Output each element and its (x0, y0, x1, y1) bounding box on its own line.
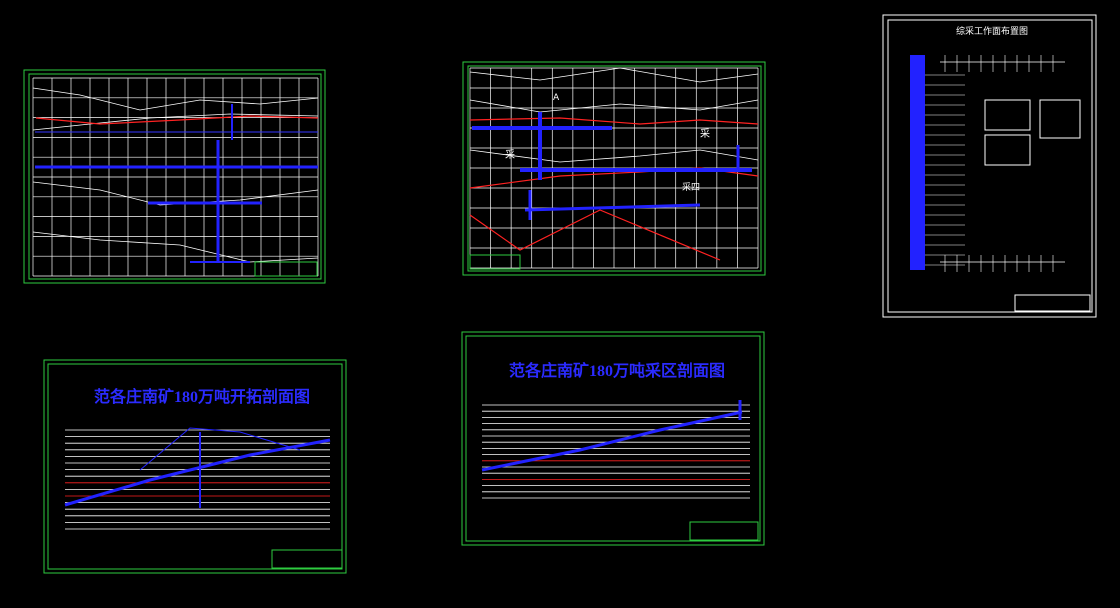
cad-line (524, 203, 701, 212)
sheet-frame (887, 19, 1093, 313)
cad-polyline (469, 99, 759, 113)
map-label: A (553, 93, 560, 103)
title-block (271, 549, 343, 569)
title-block (254, 261, 318, 277)
sheet-frame (467, 65, 762, 272)
sheet-title: 综采工作面布置图 (956, 25, 1028, 37)
cad-polyline (469, 67, 759, 83)
cad-polyline (32, 113, 319, 131)
cad-polyline (139, 427, 301, 471)
sheet-frame (43, 359, 347, 574)
plan-body (910, 55, 925, 270)
cad-polyline (35, 115, 319, 125)
table-block (984, 99, 1031, 131)
sheet-frame (461, 331, 765, 546)
sheet-frame (23, 69, 326, 284)
drawing-geometry (32, 55, 1091, 569)
sheet-frame (465, 335, 761, 542)
sheet-frame (47, 363, 343, 570)
map-label: 采 (700, 128, 710, 140)
map-label: 采四 (682, 182, 700, 193)
chart-block (1039, 99, 1081, 139)
sheet-title: 范各庄南矿180万吨采区剖面图 (509, 361, 725, 380)
map-label: 采 (505, 149, 515, 161)
sheet-frame (882, 14, 1097, 318)
title-block (1014, 294, 1091, 312)
cad-polyline (481, 410, 743, 472)
cad-polyline (32, 87, 319, 111)
sheet-frame (28, 73, 322, 280)
cad-polyline (32, 181, 319, 206)
cad-polyline (469, 149, 759, 163)
cad-polyline (469, 209, 721, 261)
legend-block (469, 254, 521, 270)
sheet-frame (462, 61, 766, 276)
table-block (984, 134, 1031, 166)
cad-polyline (32, 231, 319, 263)
cad-polyline (469, 117, 759, 125)
title-block (689, 521, 759, 541)
sheet-title: 范各庄南矿180万吨开拓剖面图 (94, 387, 310, 406)
